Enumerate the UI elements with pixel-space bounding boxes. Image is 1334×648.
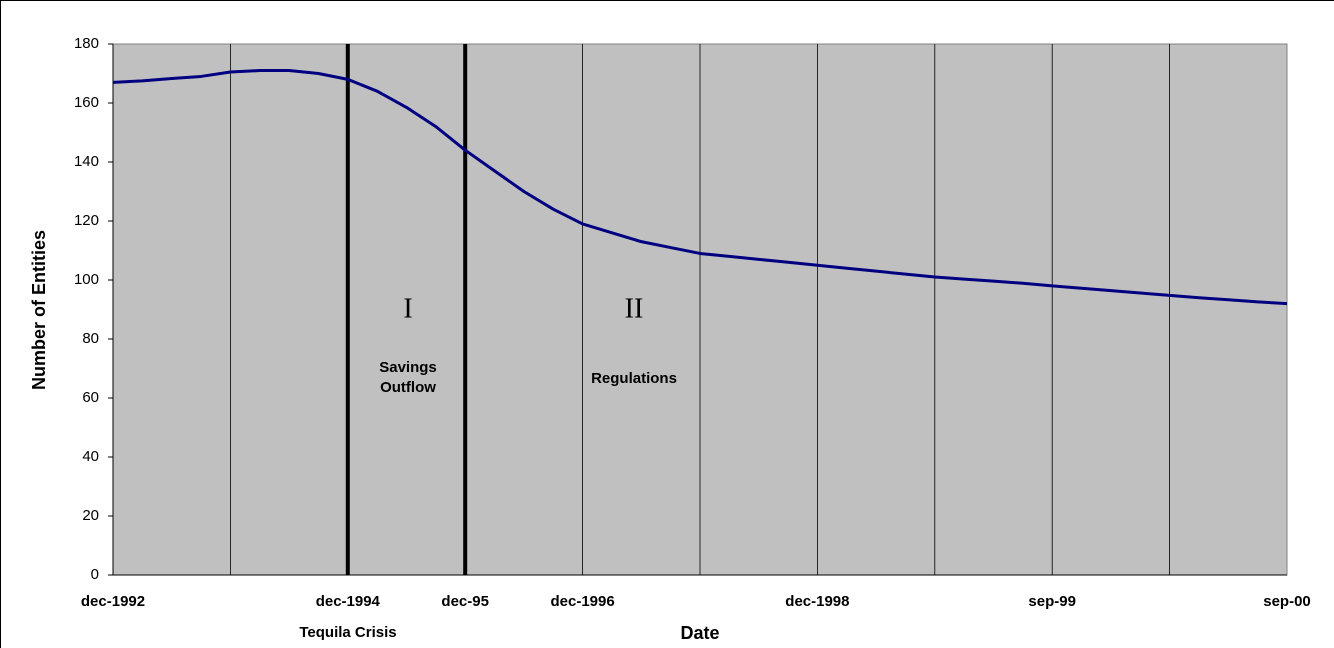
x-tick-label: dec-1996 bbox=[550, 593, 614, 610]
annotation: II bbox=[625, 293, 644, 324]
annotation: Regulations bbox=[591, 370, 677, 387]
y-tick-label: 20 bbox=[82, 507, 99, 524]
y-tick-label: 40 bbox=[82, 448, 99, 465]
y-tick-label: 160 bbox=[74, 94, 99, 111]
y-tick-label: 140 bbox=[74, 153, 99, 170]
y-tick-label: 60 bbox=[82, 389, 99, 406]
x-tick-label: dec-1994 bbox=[316, 593, 381, 610]
x-tick-label: sep-00 bbox=[1263, 593, 1311, 610]
x-tick-label: dec-95 bbox=[441, 593, 489, 610]
annotation: I bbox=[403, 293, 412, 324]
y-tick-label: 100 bbox=[74, 271, 99, 288]
x-tick-label: dec-1992 bbox=[81, 593, 145, 610]
annotation: Savings bbox=[379, 359, 437, 376]
y-tick-label: 80 bbox=[82, 330, 99, 347]
y-tick-label: 0 bbox=[91, 566, 99, 583]
data-line bbox=[112, 69, 1288, 306]
annotation: Outflow bbox=[380, 379, 436, 396]
y-tick-label: 120 bbox=[74, 212, 99, 229]
x-tick-label: sep-99 bbox=[1028, 593, 1076, 610]
x-axis-title: Date bbox=[680, 623, 719, 643]
y-tick-label: 180 bbox=[74, 35, 99, 52]
annotation: Tequila Crisis bbox=[299, 624, 396, 641]
x-tick-label: dec-1998 bbox=[785, 593, 849, 610]
y-axis-title: Number of Entities bbox=[29, 230, 49, 390]
